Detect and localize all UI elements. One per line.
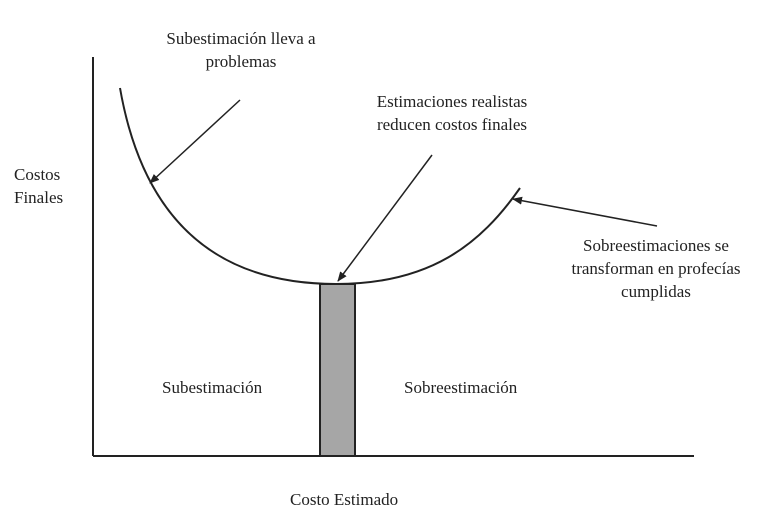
realistic-annotation: Estimaciones realistas reducen costos fi… — [352, 90, 552, 136]
region-underestimation-label: Subestimación — [162, 378, 263, 397]
x-axis-label: Costo Estimado — [290, 490, 399, 509]
realistic-annotation-line2: reducen costos finales — [376, 115, 528, 134]
y-axis-label-line2: Finales — [14, 188, 64, 207]
underestimation-annotation-line1: Subestimación lleva a — [166, 29, 316, 48]
realistic-annotation-line1: Estimaciones realistas — [376, 92, 528, 111]
region-overestimation-label: Sobreestimación — [404, 378, 518, 397]
arrow-overestimation — [512, 196, 658, 227]
overestimation-annotation-line3: cumplidas — [621, 282, 691, 301]
arrow-underestimation — [149, 99, 241, 184]
overestimation-annotation-line1: Sobreestimaciones se — [583, 236, 729, 255]
underestimation-annotation-line2: problemas — [205, 52, 277, 71]
underestimation-annotation: Subestimación lleva a problemas — [146, 27, 336, 73]
overestimation-annotation-line2: transforman en profecías — [571, 259, 741, 278]
y-axis-label-line1: Costos — [14, 165, 61, 184]
y-axis-label: Costos Finales — [14, 163, 63, 209]
realistic-estimate-bar — [319, 283, 356, 457]
arrow-realistic — [337, 154, 433, 282]
overestimation-annotation: Sobreestimaciones se transforman en prof… — [552, 234, 760, 303]
final-cost-curve — [119, 87, 521, 286]
